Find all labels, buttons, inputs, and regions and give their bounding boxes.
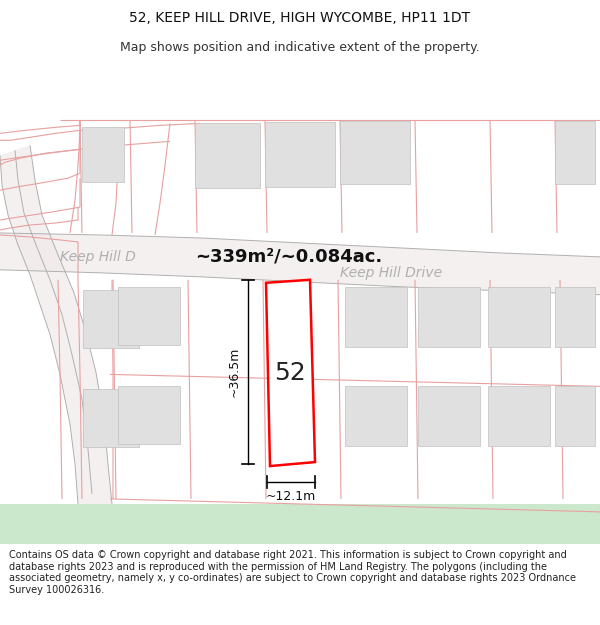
Text: ~36.5m: ~36.5m	[227, 347, 241, 397]
Bar	[345, 386, 407, 446]
Bar	[555, 386, 595, 446]
Text: ~12.1m: ~12.1m	[266, 491, 316, 503]
Text: Keep Hill Drive: Keep Hill Drive	[340, 266, 442, 280]
Bar	[488, 287, 550, 346]
Bar	[418, 287, 480, 346]
Bar	[118, 386, 180, 444]
Text: ~339m²/~0.084ac.: ~339m²/~0.084ac.	[195, 248, 382, 266]
Text: 52, KEEP HILL DRIVE, HIGH WYCOMBE, HP11 1DT: 52, KEEP HILL DRIVE, HIGH WYCOMBE, HP11 …	[130, 11, 470, 25]
Polygon shape	[0, 504, 600, 544]
Bar	[340, 121, 410, 184]
Polygon shape	[0, 233, 600, 295]
Bar	[418, 386, 480, 446]
Bar	[82, 127, 124, 182]
Bar	[555, 287, 595, 346]
Polygon shape	[266, 280, 315, 466]
Text: Keep Hill D: Keep Hill D	[60, 250, 136, 264]
Bar	[83, 290, 139, 348]
Text: Contains OS data © Crown copyright and database right 2021. This information is : Contains OS data © Crown copyright and d…	[9, 550, 576, 595]
Bar	[555, 121, 595, 184]
Text: 52: 52	[274, 361, 306, 384]
Bar	[195, 123, 260, 188]
Bar	[118, 287, 180, 344]
Bar	[345, 287, 407, 346]
Bar	[265, 122, 335, 187]
Polygon shape	[0, 145, 112, 504]
Bar	[83, 389, 139, 447]
Bar	[488, 386, 550, 446]
Text: Map shows position and indicative extent of the property.: Map shows position and indicative extent…	[120, 41, 480, 54]
